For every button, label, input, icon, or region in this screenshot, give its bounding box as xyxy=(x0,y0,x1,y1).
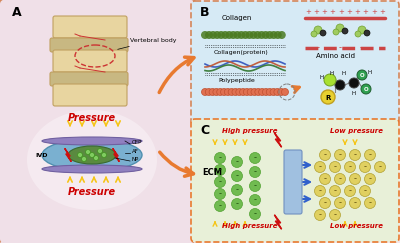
Text: -: - xyxy=(338,43,341,52)
Text: A: A xyxy=(12,6,22,19)
Circle shape xyxy=(244,88,250,95)
Circle shape xyxy=(314,162,326,173)
Text: High pressure: High pressure xyxy=(222,128,278,134)
Circle shape xyxy=(364,174,376,184)
Ellipse shape xyxy=(27,110,157,210)
Circle shape xyxy=(364,30,370,36)
Text: +: + xyxy=(313,9,319,15)
Circle shape xyxy=(86,149,90,155)
Ellipse shape xyxy=(262,31,270,39)
Text: IVD: IVD xyxy=(35,153,48,158)
Circle shape xyxy=(334,149,346,160)
Circle shape xyxy=(355,31,361,37)
Ellipse shape xyxy=(274,31,282,39)
Text: H: H xyxy=(330,70,334,76)
Circle shape xyxy=(250,208,260,219)
Text: -: - xyxy=(218,177,222,186)
Circle shape xyxy=(98,148,102,154)
Circle shape xyxy=(334,174,346,184)
Text: -: - xyxy=(218,154,222,163)
Circle shape xyxy=(330,209,340,220)
Text: -: - xyxy=(368,150,372,159)
Circle shape xyxy=(266,88,273,95)
Circle shape xyxy=(321,90,335,104)
Text: ECM: ECM xyxy=(202,168,222,177)
Text: -: - xyxy=(334,186,336,196)
Text: Pressure: Pressure xyxy=(68,187,116,197)
Circle shape xyxy=(232,171,242,182)
Circle shape xyxy=(232,184,242,196)
Text: Amino acid: Amino acid xyxy=(316,53,354,59)
Text: NP: NP xyxy=(132,157,139,162)
Circle shape xyxy=(330,185,340,197)
Text: -: - xyxy=(318,163,322,172)
Text: +: + xyxy=(305,9,311,15)
Circle shape xyxy=(224,88,231,95)
Ellipse shape xyxy=(229,31,237,39)
Circle shape xyxy=(344,185,356,197)
Text: H: H xyxy=(342,70,346,76)
Ellipse shape xyxy=(233,31,241,39)
Text: +: + xyxy=(338,9,344,15)
Text: -: - xyxy=(334,163,336,172)
Circle shape xyxy=(349,78,359,88)
Circle shape xyxy=(214,189,226,200)
Circle shape xyxy=(240,88,246,95)
Ellipse shape xyxy=(237,31,245,39)
Text: -: - xyxy=(236,157,238,166)
Circle shape xyxy=(228,88,235,95)
Text: R: R xyxy=(325,95,331,101)
Circle shape xyxy=(78,153,82,157)
Ellipse shape xyxy=(217,31,225,39)
Text: -: - xyxy=(236,200,238,208)
Text: -: - xyxy=(364,186,366,196)
FancyBboxPatch shape xyxy=(53,50,127,72)
Circle shape xyxy=(330,162,340,173)
Text: C: C xyxy=(200,124,209,137)
Ellipse shape xyxy=(246,31,254,39)
Ellipse shape xyxy=(201,31,209,39)
FancyBboxPatch shape xyxy=(50,72,128,86)
Text: -: - xyxy=(218,201,222,210)
Ellipse shape xyxy=(209,31,217,39)
Ellipse shape xyxy=(205,31,213,39)
Circle shape xyxy=(247,88,254,95)
Circle shape xyxy=(82,156,86,162)
Circle shape xyxy=(202,88,208,95)
Polygon shape xyxy=(274,133,282,147)
Circle shape xyxy=(342,28,348,34)
Circle shape xyxy=(336,24,344,32)
Circle shape xyxy=(320,30,326,36)
Ellipse shape xyxy=(242,31,250,39)
Text: +: + xyxy=(330,9,336,15)
Circle shape xyxy=(232,156,242,167)
Text: -: - xyxy=(254,154,256,163)
Circle shape xyxy=(350,198,360,208)
Text: +: + xyxy=(379,9,385,15)
Text: +: + xyxy=(363,9,368,15)
Ellipse shape xyxy=(278,31,286,39)
Circle shape xyxy=(314,185,326,197)
Text: -: - xyxy=(370,43,373,52)
Circle shape xyxy=(364,198,376,208)
Text: O: O xyxy=(364,87,368,92)
Text: Low pressure: Low pressure xyxy=(330,223,383,229)
Ellipse shape xyxy=(270,31,278,39)
Text: Collagen(protein): Collagen(protein) xyxy=(214,50,269,55)
Text: -: - xyxy=(254,167,256,176)
Text: -: - xyxy=(324,174,326,183)
Ellipse shape xyxy=(42,139,142,171)
Circle shape xyxy=(350,149,360,160)
Circle shape xyxy=(314,26,322,34)
Text: AF: AF xyxy=(132,149,139,154)
FancyBboxPatch shape xyxy=(53,16,127,38)
Text: -: - xyxy=(359,43,362,52)
Circle shape xyxy=(320,149,330,160)
Text: -: - xyxy=(236,185,238,194)
Circle shape xyxy=(214,200,226,211)
FancyBboxPatch shape xyxy=(0,0,196,243)
Text: -: - xyxy=(254,209,256,218)
Circle shape xyxy=(357,70,367,80)
Circle shape xyxy=(236,88,243,95)
